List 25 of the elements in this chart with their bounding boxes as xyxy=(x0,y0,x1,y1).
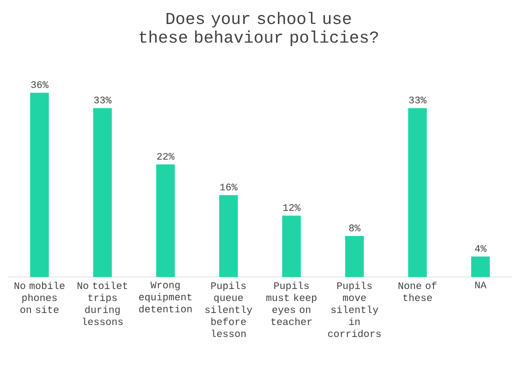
x-tick-label: Pupils move silently in corridors xyxy=(328,282,381,338)
data-label: 22% xyxy=(157,152,174,160)
data-label: 36% xyxy=(31,81,48,88)
data-label: 12% xyxy=(283,204,300,211)
x-tick-label: No toilet trips during lessons xyxy=(78,282,128,326)
data-label: 4% xyxy=(474,245,486,252)
chart-title: Does your school use these behaviour policies? xyxy=(140,12,378,46)
data-label: 16% xyxy=(220,184,238,190)
bar xyxy=(408,108,427,277)
bar xyxy=(219,195,238,277)
bar xyxy=(345,236,364,277)
data-label: 8% xyxy=(349,224,360,232)
x-tick-label: Wrong equipment detention xyxy=(139,282,192,312)
bar xyxy=(156,164,175,277)
x-tick-label: None of these xyxy=(398,282,437,302)
data-label: 33% xyxy=(409,96,426,104)
bar xyxy=(93,108,112,277)
x-tick-label: NA xyxy=(475,282,486,288)
x-tick-label: Pupils must keep eyes on teacher xyxy=(266,282,316,326)
x-tick-label: No mobile phones on site xyxy=(14,282,64,314)
bar xyxy=(471,256,490,277)
x-tick-label: Pupils queue silently before lesson xyxy=(205,282,252,338)
bar xyxy=(282,216,301,277)
bar xyxy=(30,92,49,277)
data-label: 33% xyxy=(94,96,112,104)
